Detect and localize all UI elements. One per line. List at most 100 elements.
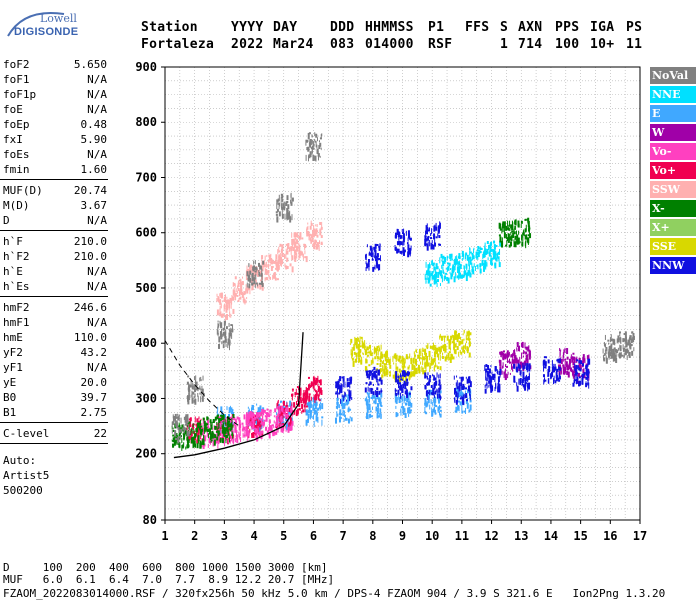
echo-point: [446, 276, 449, 281]
echo-point: [433, 351, 436, 358]
echo-point: [225, 422, 227, 427]
echo-point: [520, 342, 522, 347]
param-value: N/A: [87, 148, 107, 161]
echo-point: [219, 422, 221, 426]
echo-point: [524, 342, 526, 349]
echo-point: [521, 241, 524, 247]
legend-item-ssw: SSW: [650, 181, 696, 198]
echo-point: [612, 348, 615, 355]
echo-point: [297, 232, 299, 239]
echo-point: [250, 411, 253, 418]
echo-point: [278, 194, 280, 201]
echo-point: [527, 220, 530, 227]
echo-point: [380, 352, 382, 358]
echo-point: [240, 437, 242, 443]
echo-point: [481, 259, 484, 266]
echo-point: [610, 354, 613, 359]
echo-point: [321, 416, 324, 419]
echo-point: [287, 422, 290, 425]
param-value: 3.67: [80, 199, 108, 212]
echo-point: [619, 354, 622, 358]
echo-point: [351, 357, 354, 361]
echo-point: [254, 274, 256, 277]
param-name: B1: [3, 406, 17, 419]
echo-point: [312, 143, 315, 147]
echo-point: [281, 213, 284, 219]
echo-point: [448, 262, 451, 265]
echo-point: [441, 355, 444, 359]
echo-point: [461, 257, 463, 261]
echo-point: [453, 375, 455, 380]
echo-point: [201, 440, 203, 445]
echo-point: [214, 419, 216, 422]
echo-point: [318, 240, 320, 245]
echo-point: [244, 291, 246, 294]
echo-point: [401, 364, 403, 368]
echo-point: [310, 222, 313, 226]
x-tick-label: 10: [425, 529, 439, 543]
echo-point: [528, 349, 531, 352]
echo-point: [528, 353, 531, 360]
echo-point: [357, 346, 360, 351]
echo-point: [276, 416, 278, 419]
echo-point: [415, 367, 418, 372]
echo-point: [384, 356, 387, 362]
echo-point: [313, 411, 316, 415]
echo-point: [465, 263, 468, 269]
echo-point: [433, 395, 435, 399]
echo-point: [528, 382, 531, 385]
echo-point: [315, 224, 317, 227]
echo-point: [280, 415, 283, 421]
echo-point: [439, 221, 441, 227]
echo-point: [424, 362, 426, 368]
echo-point: [377, 371, 379, 374]
echo-point: [606, 348, 608, 355]
echo-point: [277, 198, 280, 202]
echo-point: [428, 391, 431, 394]
echo-point: [210, 421, 212, 426]
echo-point: [572, 365, 575, 368]
echo-point: [521, 341, 524, 348]
echo-point: [255, 414, 257, 417]
echo-point: [429, 390, 431, 396]
echo-point: [214, 433, 216, 438]
param-row: MUF(D) 20.74: [3, 184, 107, 198]
echo-point: [377, 349, 379, 352]
echo-point: [579, 368, 582, 372]
echo-point: [488, 251, 491, 257]
echo-point: [553, 378, 555, 385]
echo-point: [523, 351, 525, 354]
echo-point: [446, 335, 449, 341]
echo-point: [182, 424, 184, 431]
echo-point: [194, 433, 197, 437]
echo-point: [435, 267, 437, 274]
param-value: 210.0: [73, 250, 107, 263]
echo-point: [473, 247, 475, 250]
echo-point: [410, 386, 413, 391]
echo-point: [503, 373, 505, 378]
echo-point: [456, 407, 459, 411]
echo-point: [270, 425, 273, 432]
echo-point: [372, 374, 374, 380]
echo-point: [468, 378, 471, 383]
echo-point: [225, 438, 227, 444]
echo-point: [315, 391, 318, 397]
echo-point: [457, 264, 459, 268]
echo-point: [173, 438, 175, 442]
echo-point: [473, 263, 475, 268]
echo-point: [314, 398, 316, 404]
echo-point: [447, 262, 450, 265]
echo-point: [220, 292, 222, 298]
echo-point: [610, 344, 613, 350]
echo-point: [503, 226, 505, 233]
echo-point: [460, 382, 462, 387]
echo-point: [465, 334, 467, 341]
echo-point: [523, 362, 525, 366]
echo-point: [174, 438, 176, 444]
echo-point: [572, 376, 574, 379]
echo-point: [405, 402, 408, 406]
echo-point: [273, 415, 275, 418]
echo-point: [317, 389, 319, 393]
echo-point: [586, 372, 589, 379]
echo-point: [491, 257, 494, 260]
